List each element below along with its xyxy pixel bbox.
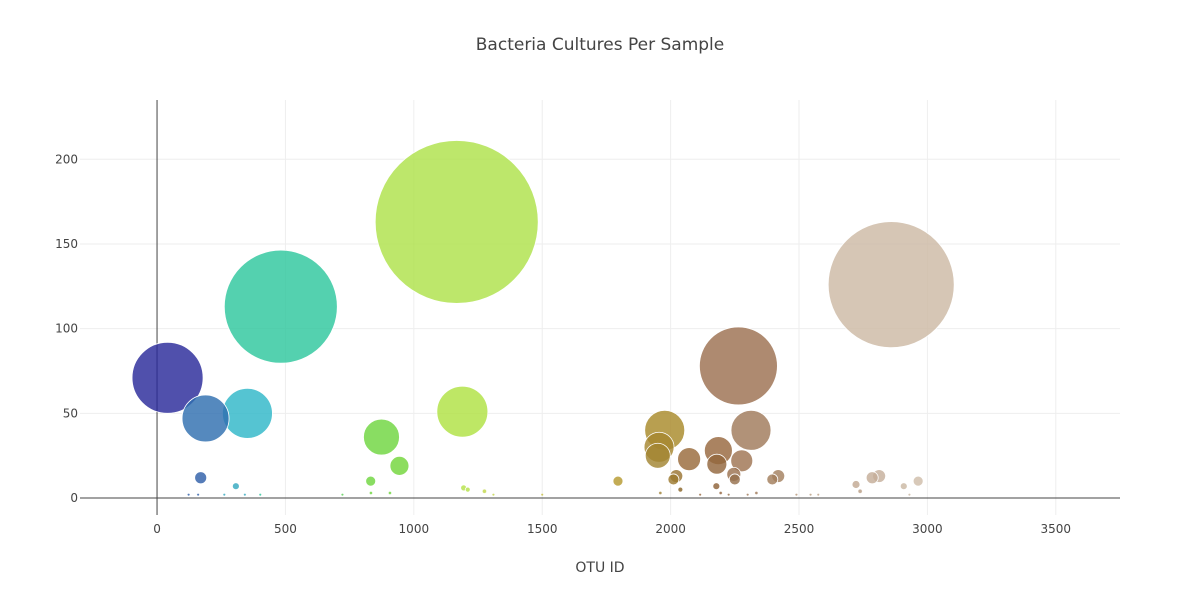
x-tick-label: 3500 xyxy=(1041,522,1072,536)
bubble-point[interactable] xyxy=(436,385,489,438)
bubble-point[interactable] xyxy=(223,249,338,364)
bubble-point[interactable] xyxy=(677,486,684,493)
ticks-layer: 0 500 1000 1500 2000 2500 3000 3500 0 50 100 150 200 xyxy=(55,152,1071,536)
bubble-point[interactable] xyxy=(727,493,731,497)
bubble-point[interactable] xyxy=(612,475,624,487)
bubble-point[interactable] xyxy=(816,493,820,497)
bubble-point[interactable] xyxy=(194,471,208,485)
bubble-point[interactable] xyxy=(658,491,662,495)
bubble-point[interactable] xyxy=(492,493,495,497)
bubble-point[interactable] xyxy=(766,473,779,486)
bubble-point[interactable] xyxy=(706,453,728,475)
bubble-point[interactable] xyxy=(730,409,772,451)
bubble-point[interactable] xyxy=(258,493,262,497)
bubble-point[interactable] xyxy=(698,493,702,497)
bubble-point[interactable] xyxy=(912,475,924,487)
bubble-point[interactable] xyxy=(795,493,798,497)
x-axis-title: OTU ID xyxy=(575,560,624,576)
bubble-point[interactable] xyxy=(196,493,200,497)
bubble-point[interactable] xyxy=(677,447,702,472)
x-tick-label: 2500 xyxy=(784,522,815,536)
y-tick-label: 150 xyxy=(55,237,78,251)
points-layer[interactable] xyxy=(131,140,955,497)
bubble-point[interactable] xyxy=(540,493,544,497)
bubble-point[interactable] xyxy=(865,471,879,485)
y-tick-label: 100 xyxy=(55,322,78,336)
bubble-point[interactable] xyxy=(809,493,812,497)
bubble-point[interactable] xyxy=(464,486,471,493)
bubble-point[interactable] xyxy=(187,493,190,497)
y-tick-label: 200 xyxy=(55,152,78,166)
bubble-point[interactable] xyxy=(644,442,671,469)
bubble-point[interactable] xyxy=(827,221,955,349)
x-tick-label: 1000 xyxy=(399,522,430,536)
bubble-point[interactable] xyxy=(667,473,680,486)
x-tick-label: 500 xyxy=(274,522,297,536)
y-tick-label: 0 xyxy=(70,491,78,505)
bubble-point[interactable] xyxy=(369,491,373,495)
bubble-point[interactable] xyxy=(908,493,911,497)
bubble-point[interactable] xyxy=(482,489,487,494)
chart-title: Bacteria Cultures Per Sample xyxy=(476,35,724,55)
x-tick-label: 2000 xyxy=(655,522,686,536)
bubble-point[interactable] xyxy=(754,491,759,495)
bubble-point[interactable] xyxy=(222,493,226,497)
x-tick-label: 3000 xyxy=(912,522,943,536)
bubble-point[interactable] xyxy=(728,473,741,486)
x-tick-label: 0 xyxy=(153,522,161,536)
bubble-point[interactable] xyxy=(730,449,754,473)
axis-layer xyxy=(80,100,1120,515)
bubble-point[interactable] xyxy=(363,418,400,456)
bubble-point[interactable] xyxy=(181,394,230,443)
bubble-point[interactable] xyxy=(857,489,863,494)
bubble-point[interactable] xyxy=(222,387,273,439)
bubble-point[interactable] xyxy=(746,493,750,497)
bubble-point[interactable] xyxy=(719,491,723,495)
bubble-point[interactable] xyxy=(131,341,204,414)
x-tick-label: 1500 xyxy=(527,522,558,536)
bubble-point[interactable] xyxy=(365,475,377,487)
bubble-point[interactable] xyxy=(851,480,861,489)
bubble-point[interactable] xyxy=(388,491,392,495)
y-tick-label: 50 xyxy=(63,406,78,420)
bubble-point[interactable] xyxy=(243,493,247,497)
bubble-point[interactable] xyxy=(374,140,539,304)
bubble-point[interactable] xyxy=(712,482,721,491)
bubble-point[interactable] xyxy=(699,326,778,406)
bubble-point[interactable] xyxy=(899,482,908,491)
bubble-point[interactable] xyxy=(341,493,344,497)
bubble-point[interactable] xyxy=(231,482,240,491)
bubble-point[interactable] xyxy=(389,455,410,476)
